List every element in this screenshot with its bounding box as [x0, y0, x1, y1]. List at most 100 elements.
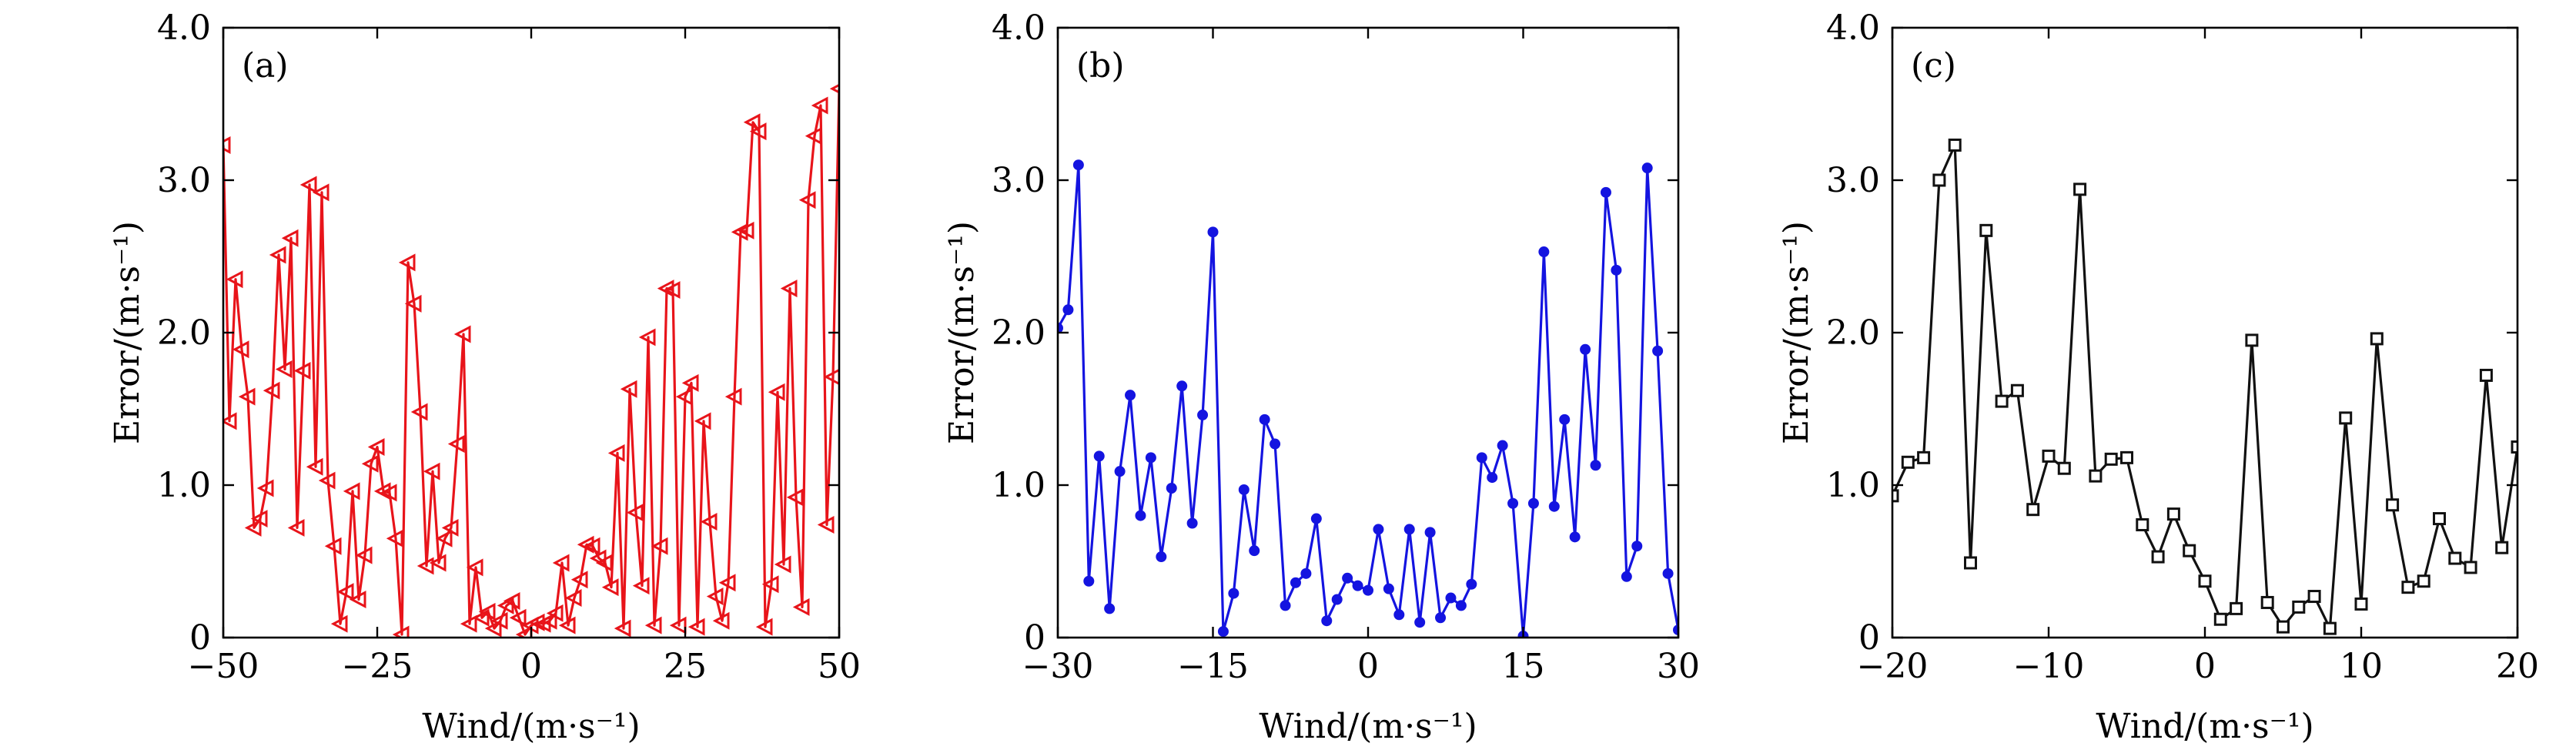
data-point: [1414, 617, 1426, 628]
data-point: [361, 454, 379, 473]
x-axis-title: Wind/(m·s⁻¹): [2096, 707, 2313, 746]
data-point: [2370, 332, 2384, 346]
data-point: [1238, 484, 1250, 495]
series-group: [223, 83, 839, 638]
data-point: [275, 360, 293, 379]
panel-label: (c): [1911, 46, 1956, 85]
data-point: [2010, 383, 2024, 397]
data-point: [570, 571, 588, 589]
data-point: [2386, 498, 2400, 512]
y-axis-title: Error/(m·s⁻¹): [942, 221, 982, 444]
series-line: [223, 89, 839, 636]
x-tick-label: −15: [1177, 647, 1249, 686]
data-point: [1652, 345, 1664, 357]
data-point: [1621, 571, 1632, 582]
data-point: [2073, 182, 2087, 196]
data-point: [2151, 550, 2165, 564]
data-point: [509, 608, 527, 627]
data-point: [1538, 246, 1550, 258]
data-point: [1156, 551, 1167, 563]
data-point: [724, 387, 742, 406]
data-point: [367, 438, 385, 456]
y-tick-label: 3.0: [157, 161, 211, 200]
data-point: [1383, 583, 1394, 594]
data-point: [299, 176, 317, 194]
x-axis-title: Wind/(m·s⁻¹): [1259, 707, 1477, 746]
data-point: [386, 529, 403, 547]
data-point: [546, 604, 564, 622]
data-point: [318, 471, 336, 490]
data-point: [1892, 489, 1899, 503]
data-point: [410, 403, 428, 421]
panel-label: (b): [1076, 46, 1125, 85]
axes-frame: [1891, 26, 2519, 639]
data-point: [1373, 524, 1384, 535]
data-point: [1083, 575, 1095, 587]
data-point: [1403, 524, 1415, 535]
data-point: [1321, 615, 1333, 627]
data-point: [392, 625, 410, 638]
data-point: [2198, 574, 2212, 588]
x-tick-label: 20: [2496, 647, 2539, 686]
data-point: [238, 387, 256, 406]
data-point: [1611, 264, 1622, 276]
data-point: [429, 554, 447, 572]
data-point: [2433, 512, 2446, 526]
data-point: [223, 412, 237, 430]
data-point: [1641, 162, 1653, 174]
data-point: [1507, 497, 1519, 509]
series-line: [1892, 143, 2517, 630]
data-point: [1145, 452, 1156, 464]
y-tick-label: 0: [1858, 618, 1880, 658]
data-point: [1487, 472, 1498, 484]
data-point: [1964, 556, 1977, 570]
data-point: [1580, 343, 1591, 355]
data-point: [2511, 440, 2517, 454]
x-tick-label: 25: [664, 647, 707, 686]
data-point: [1290, 577, 1301, 588]
chart-panel-b: −30 −15 0 15 30 0 1.0 2.0 3.0 4.0 (b) Wind/(m·s⁻¹) E…: [942, 8, 1700, 746]
data-point: [1590, 460, 1601, 471]
data-point: [1631, 541, 1643, 552]
data-point: [1548, 501, 1560, 512]
data-point: [223, 136, 231, 154]
data-point: [700, 513, 718, 531]
y-tick-label: 1.0: [992, 466, 1045, 505]
data-point: [287, 518, 305, 537]
data-point: [355, 546, 373, 564]
x-tick-label: −50: [188, 647, 259, 686]
data-point: [404, 294, 422, 313]
data-point: [638, 328, 656, 347]
data-point: [644, 616, 662, 634]
data-point: [731, 223, 748, 241]
data-point: [601, 578, 619, 597]
x-tick-label: −30: [1022, 647, 1094, 686]
chart-panel-a: −50 −25 0 25 50 0 1.0 2.0 3.0 4.0 (a) Wind/(m·s⁻¹) E…: [108, 8, 861, 746]
data-point: [687, 618, 705, 636]
data-point: [564, 589, 582, 608]
data-point: [761, 575, 779, 594]
data-point: [1270, 438, 1281, 450]
data-point: [1673, 624, 1678, 636]
data-point: [330, 614, 348, 633]
data-point: [632, 577, 650, 595]
data-point: [2292, 600, 2306, 614]
data-point: [441, 518, 459, 537]
y-tick-label: 2.0: [992, 313, 1045, 353]
data-point: [1058, 323, 1063, 334]
data-point: [2089, 469, 2103, 483]
data-point: [1125, 390, 1136, 401]
data-point: [1249, 545, 1260, 557]
data-point: [737, 221, 754, 239]
data-point: [2057, 461, 2071, 475]
data-point: [2417, 574, 2430, 588]
data-point: [1600, 186, 1611, 198]
data-point: [1342, 572, 1353, 584]
data-point: [244, 518, 262, 537]
x-tick-label: 30: [1657, 647, 1700, 686]
data-point: [749, 122, 767, 141]
y-tick-label: 1.0: [1826, 466, 1880, 505]
data-point: [2307, 590, 2321, 604]
data-point: [417, 557, 434, 575]
